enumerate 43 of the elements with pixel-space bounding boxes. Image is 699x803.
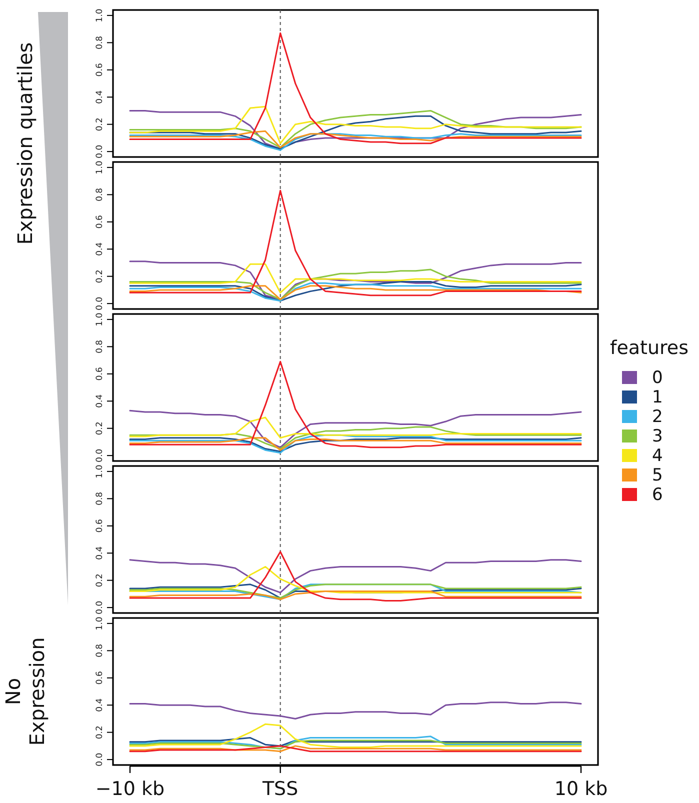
legend-label: 2 bbox=[652, 407, 663, 427]
y-tick-label: 0.6 bbox=[95, 367, 105, 381]
y-tick-label: 1.0 bbox=[95, 464, 105, 478]
y-tick-label: 0.2 bbox=[95, 270, 105, 284]
y-tick-label: 0.8 bbox=[95, 36, 105, 50]
x-tick-label: TSS bbox=[261, 778, 298, 800]
legend-label: 5 bbox=[652, 466, 663, 486]
legend-label: 0 bbox=[652, 368, 663, 388]
y-tick-label: 0.8 bbox=[95, 492, 105, 506]
y-tick-label: 0.2 bbox=[95, 118, 105, 132]
y-tick-label: 0.0 bbox=[95, 448, 105, 462]
text: No Expression bbox=[1, 637, 49, 746]
y-tick-label: 0.2 bbox=[95, 574, 105, 588]
y-tick-label: 0.6 bbox=[95, 519, 105, 533]
y-tick-label: 0.4 bbox=[95, 394, 105, 408]
legend-label: 3 bbox=[652, 426, 663, 446]
y-tick-label: 0.2 bbox=[95, 422, 105, 436]
x-tick-label: 10 kb bbox=[554, 778, 608, 800]
y-tick-label: 0.8 bbox=[95, 340, 105, 354]
y-tick-label: 0.0 bbox=[95, 752, 105, 766]
y-tick-label: 1.0 bbox=[95, 312, 105, 326]
y-tick-label: 0.0 bbox=[95, 600, 105, 614]
y-tick-label: 0.2 bbox=[95, 726, 105, 740]
y-tick-label: 0.4 bbox=[95, 242, 105, 256]
y-tick-label: 0.0 bbox=[95, 296, 105, 310]
y-tick-label: 0.6 bbox=[95, 671, 105, 685]
y-tick-label: 0.4 bbox=[95, 698, 105, 712]
x-tick-label: −10 kb bbox=[95, 778, 165, 800]
y-tick-label: 0.4 bbox=[95, 546, 105, 560]
y-tick-label: 1.0 bbox=[95, 616, 105, 630]
y-tick-label: 0.6 bbox=[95, 63, 105, 77]
y-tick-label: 1.0 bbox=[95, 160, 105, 174]
legend-title: features bbox=[610, 337, 688, 359]
y-tick-label: 0.8 bbox=[95, 188, 105, 202]
y-tick-label: 0.8 bbox=[95, 644, 105, 658]
y-tick-label: 0.6 bbox=[95, 215, 105, 229]
legend-label: 4 bbox=[652, 446, 663, 466]
y-tick-label: 1.0 bbox=[95, 8, 105, 22]
text: Expression quartiles bbox=[13, 42, 37, 245]
legend-label: 1 bbox=[652, 388, 663, 408]
y-tick-label: 0.4 bbox=[95, 90, 105, 104]
y-tick-label: 0.0 bbox=[95, 144, 105, 158]
legend-label: 6 bbox=[652, 485, 663, 505]
